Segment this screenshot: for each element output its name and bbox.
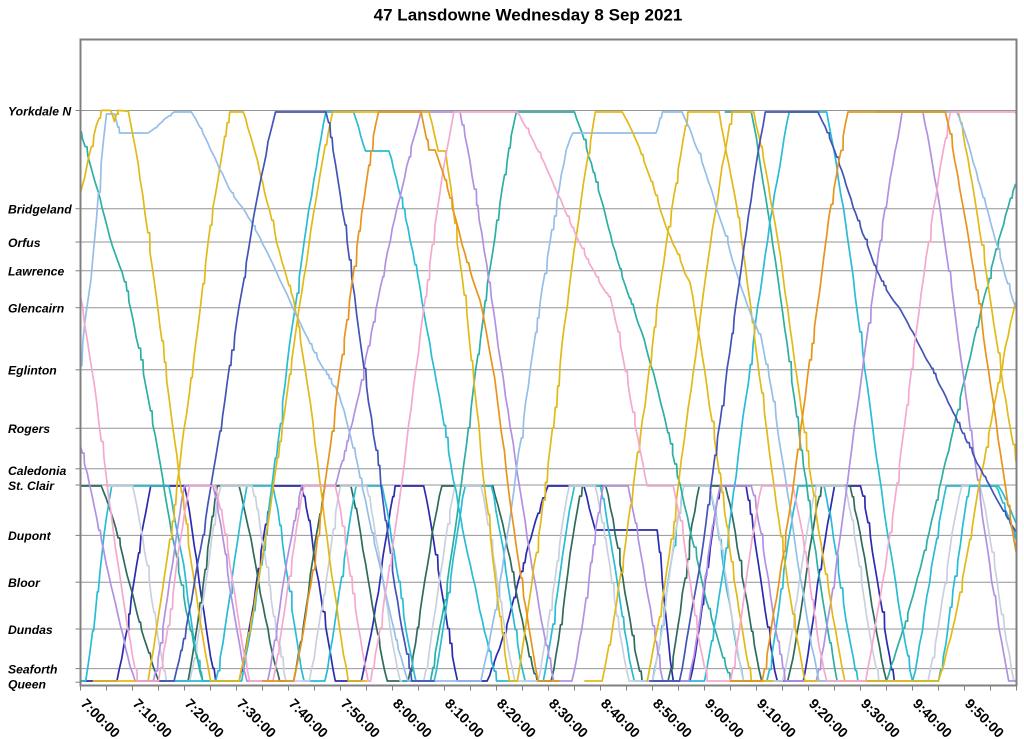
svg-text:St. Clair: St. Clair bbox=[8, 479, 55, 493]
svg-text:Glencairn: Glencairn bbox=[8, 302, 64, 316]
svg-text:Queen: Queen bbox=[8, 677, 46, 691]
svg-text:Orfus: Orfus bbox=[8, 236, 41, 250]
svg-text:Dupont: Dupont bbox=[8, 529, 52, 543]
svg-text:Dundas: Dundas bbox=[8, 623, 53, 637]
svg-text:Caledonia: Caledonia bbox=[8, 464, 66, 478]
svg-text:Lawrence: Lawrence bbox=[8, 265, 64, 279]
svg-text:Rogers: Rogers bbox=[8, 422, 50, 436]
svg-text:Yorkdale N: Yorkdale N bbox=[8, 104, 72, 118]
svg-text:Seaforth: Seaforth bbox=[8, 662, 57, 676]
svg-text:Bridgeland: Bridgeland bbox=[8, 203, 72, 217]
svg-text:Eglinton: Eglinton bbox=[8, 364, 57, 378]
svg-text:Bloor: Bloor bbox=[8, 576, 41, 590]
svg-text:47 Lansdowne Wednesday 8 Sep 2: 47 Lansdowne Wednesday 8 Sep 2021 bbox=[374, 6, 683, 25]
